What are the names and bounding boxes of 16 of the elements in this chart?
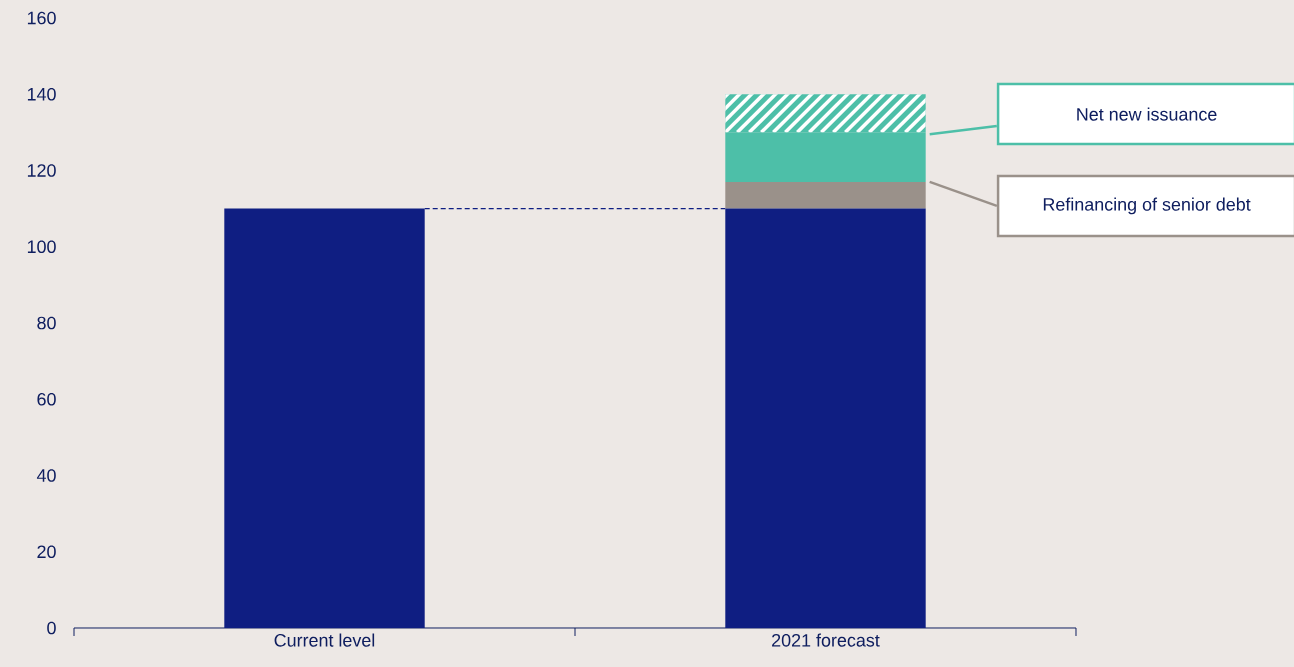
bar — [725, 181, 926, 209]
bar — [725, 208, 926, 628]
y-tick-label: 100 — [27, 240, 56, 254]
bar — [224, 208, 425, 628]
x-tick-label: 2021 forecast — [772, 633, 880, 647]
x-tick-label: Current level — [274, 633, 375, 647]
text: Net new issuance — [1077, 107, 1217, 121]
y-tick-label: 0 — [47, 621, 56, 635]
y-tick-label: 140 — [27, 87, 56, 101]
y-tick-label: 60 — [37, 392, 56, 406]
y-tick-label: 80 — [37, 316, 56, 330]
y-tick-label: 20 — [37, 545, 56, 559]
text: Refinancing of senior debt — [1043, 197, 1251, 215]
y-tick-label: 120 — [27, 164, 56, 177]
y-tick-label: 40 — [36, 469, 56, 482]
y-tick-label: 160 — [27, 11, 56, 25]
